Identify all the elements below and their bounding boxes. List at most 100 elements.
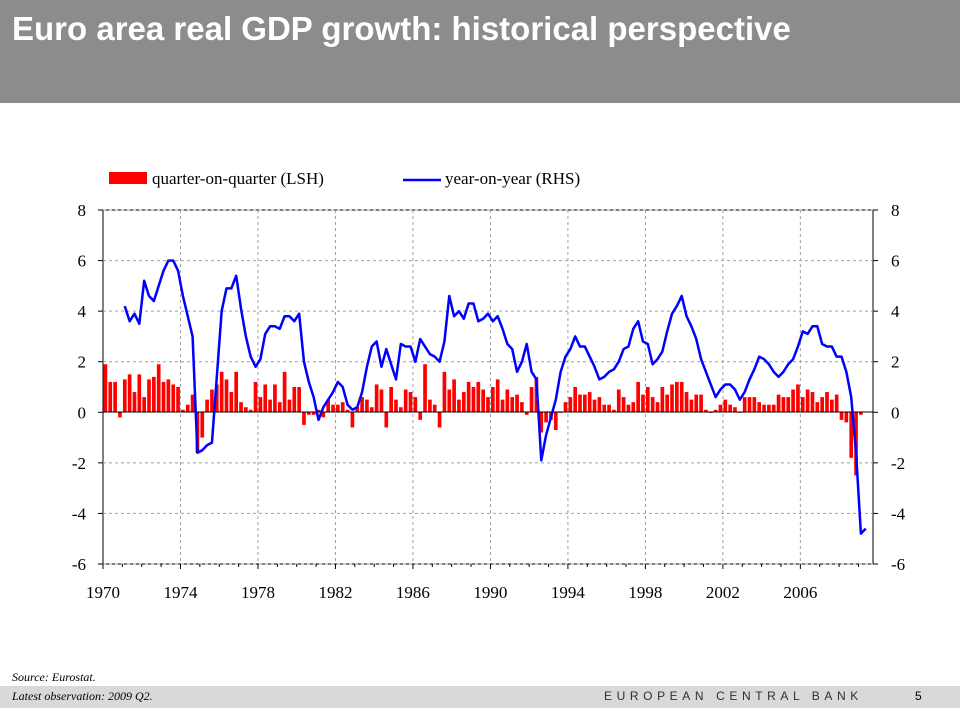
source-note: Source: Eurostat.	[12, 670, 96, 684]
qoq-bar	[665, 394, 670, 413]
axis-ticks	[98, 209, 878, 569]
qoq-bar	[432, 404, 437, 413]
qoq-bar	[171, 384, 176, 413]
qoq-bar	[457, 399, 461, 413]
qoq-bar	[592, 399, 597, 413]
qoq-bar	[771, 404, 776, 413]
qoq-bar	[311, 412, 316, 415]
qoq-bar	[752, 397, 757, 413]
y-tick-label-right: 2	[891, 353, 900, 372]
qoq-bar	[563, 402, 568, 413]
qoq-bar	[539, 412, 544, 433]
qoq-bar	[413, 397, 418, 413]
qoq-bar	[524, 412, 529, 415]
qoq-bar	[708, 412, 713, 413]
qoq-bar	[287, 399, 292, 413]
qoq-bar	[495, 379, 500, 413]
page-number: 5	[915, 689, 922, 703]
qoq-bar	[176, 387, 180, 413]
qoq-bar	[757, 402, 762, 413]
qoq-bar	[679, 381, 684, 413]
qoq-bar	[244, 407, 248, 413]
qoq-bar	[113, 381, 117, 413]
qoq-bar	[742, 397, 747, 413]
qoq-bar	[118, 412, 122, 418]
qoq-bar	[161, 381, 166, 413]
x-tick-label: 2006	[783, 583, 817, 602]
qoq-bar	[800, 397, 805, 413]
qoq-bar	[398, 407, 403, 413]
qoq-bar	[810, 392, 815, 413]
qoq-bar	[190, 394, 195, 413]
qoq-bar	[612, 409, 616, 413]
qoq-bar	[214, 384, 219, 413]
qoq-bar	[292, 387, 297, 413]
y-tick-label-left: -2	[72, 454, 86, 473]
qoq-bar	[597, 397, 602, 413]
qoq-bar	[461, 392, 466, 413]
qoq-bar	[713, 409, 718, 413]
qoq-bar	[253, 381, 258, 413]
qoq-bar	[389, 387, 393, 413]
qoq-bar	[258, 397, 263, 413]
qoq-bar	[442, 371, 447, 413]
qoq-bar	[273, 384, 277, 413]
qoq-bar	[830, 399, 834, 413]
qoq-bar	[825, 392, 829, 413]
qoq-bar	[553, 412, 558, 430]
qoq-bar	[796, 384, 800, 413]
qoq-bar	[602, 404, 607, 413]
qoq-bar	[219, 371, 224, 413]
qoq-bar	[684, 392, 689, 413]
qoq-bar	[820, 397, 824, 413]
qoq-bar	[321, 412, 326, 418]
qoq-bar	[127, 374, 132, 413]
qoq-bar	[437, 412, 442, 428]
y-tick-label-right: 6	[891, 252, 900, 271]
y-tick-label-right: -2	[891, 454, 905, 473]
qoq-bar	[650, 397, 655, 413]
qoq-bar	[200, 412, 205, 438]
qoq-bar	[500, 399, 505, 413]
qoq-bar	[583, 394, 587, 413]
qoq-bar	[839, 412, 844, 420]
qoq-bar	[491, 387, 495, 413]
qoq-bar	[166, 379, 171, 413]
qoq-bar	[805, 389, 810, 413]
y-tick-label-right: -6	[891, 555, 905, 574]
qoq-bar	[423, 364, 427, 413]
qoq-bar	[834, 394, 839, 413]
qoq-bar	[403, 389, 408, 413]
qoq-bar	[350, 412, 355, 428]
y-tick-label-left: 8	[78, 201, 87, 220]
qoq-bar	[621, 397, 626, 413]
qoq-bar	[558, 412, 563, 413]
qoq-bar	[229, 392, 234, 413]
qoq-bar	[210, 389, 214, 413]
y-tick-label-left: 0	[78, 403, 87, 422]
x-tick-label: 1986	[396, 583, 430, 602]
qoq-bar	[239, 402, 243, 413]
qoq-bar	[152, 376, 156, 413]
qoq-bar	[486, 397, 490, 413]
qoq-bar	[268, 399, 272, 413]
qoq-bar	[282, 371, 287, 413]
qoq-bar	[331, 404, 335, 413]
qoq-bar	[277, 402, 282, 413]
qoq-bar	[767, 404, 771, 413]
qoq-bar	[466, 381, 471, 413]
legend-label-yoy: year-on-year (RHS)	[445, 169, 580, 188]
qoq-bar	[481, 389, 485, 413]
qoq-bar	[675, 381, 679, 413]
qoq-bar	[670, 384, 674, 413]
x-tick-label: 1982	[318, 583, 352, 602]
y-tick-label-left: -4	[72, 504, 87, 523]
qoq-bar	[147, 379, 151, 413]
qoq-bar	[762, 404, 766, 413]
qoq-bar	[122, 379, 127, 413]
qoq-bar	[737, 412, 742, 413]
legend-label-qoq: quarter-on-quarter (LSH)	[152, 169, 324, 188]
qoq-bar	[781, 397, 786, 413]
slide-title: Euro area real GDP growth: historical pe…	[12, 10, 791, 47]
qoq-bar	[297, 387, 301, 413]
